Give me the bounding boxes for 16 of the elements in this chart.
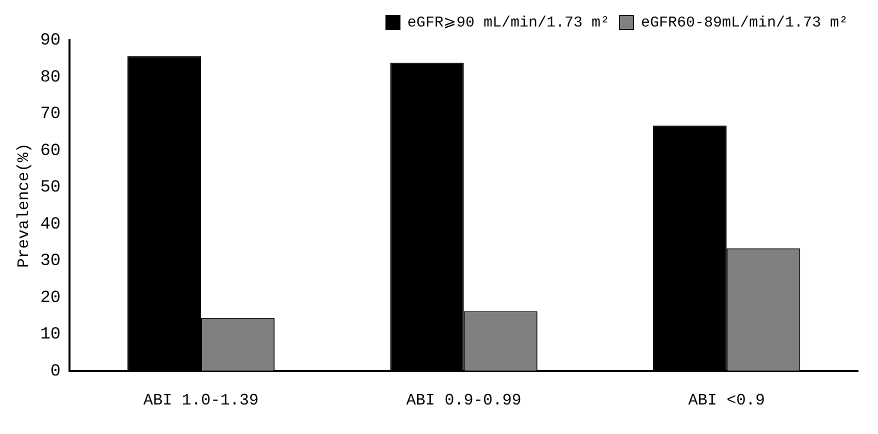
y-tick-label: 30 bbox=[40, 252, 61, 272]
y-tick-label: 10 bbox=[40, 326, 61, 345]
x-tick-label: ABI 1.0-1.39 bbox=[143, 392, 259, 410]
y-tick-label: 50 bbox=[40, 178, 61, 198]
y-tick-label: 40 bbox=[40, 215, 61, 234]
y-axis-title: Prevalence(%) bbox=[14, 142, 33, 268]
y-tick-label: 0 bbox=[50, 362, 61, 382]
x-tick-label: ABI 0.9-0.99 bbox=[406, 392, 522, 410]
y-tick-label: 60 bbox=[40, 142, 61, 161]
y-tick-label: 90 bbox=[40, 32, 61, 50]
legend-label: eGFR60-89mL/min/1.73 m² bbox=[640, 14, 848, 32]
x-tick-label: ABI <0.9 bbox=[688, 392, 766, 410]
y-tick-label: 80 bbox=[40, 68, 61, 88]
y-tick-label: 20 bbox=[40, 288, 61, 308]
y-tick-label: 70 bbox=[40, 105, 61, 124]
legend-label: eGFR⩾90 mL/min/1.73 m² bbox=[407, 14, 610, 32]
